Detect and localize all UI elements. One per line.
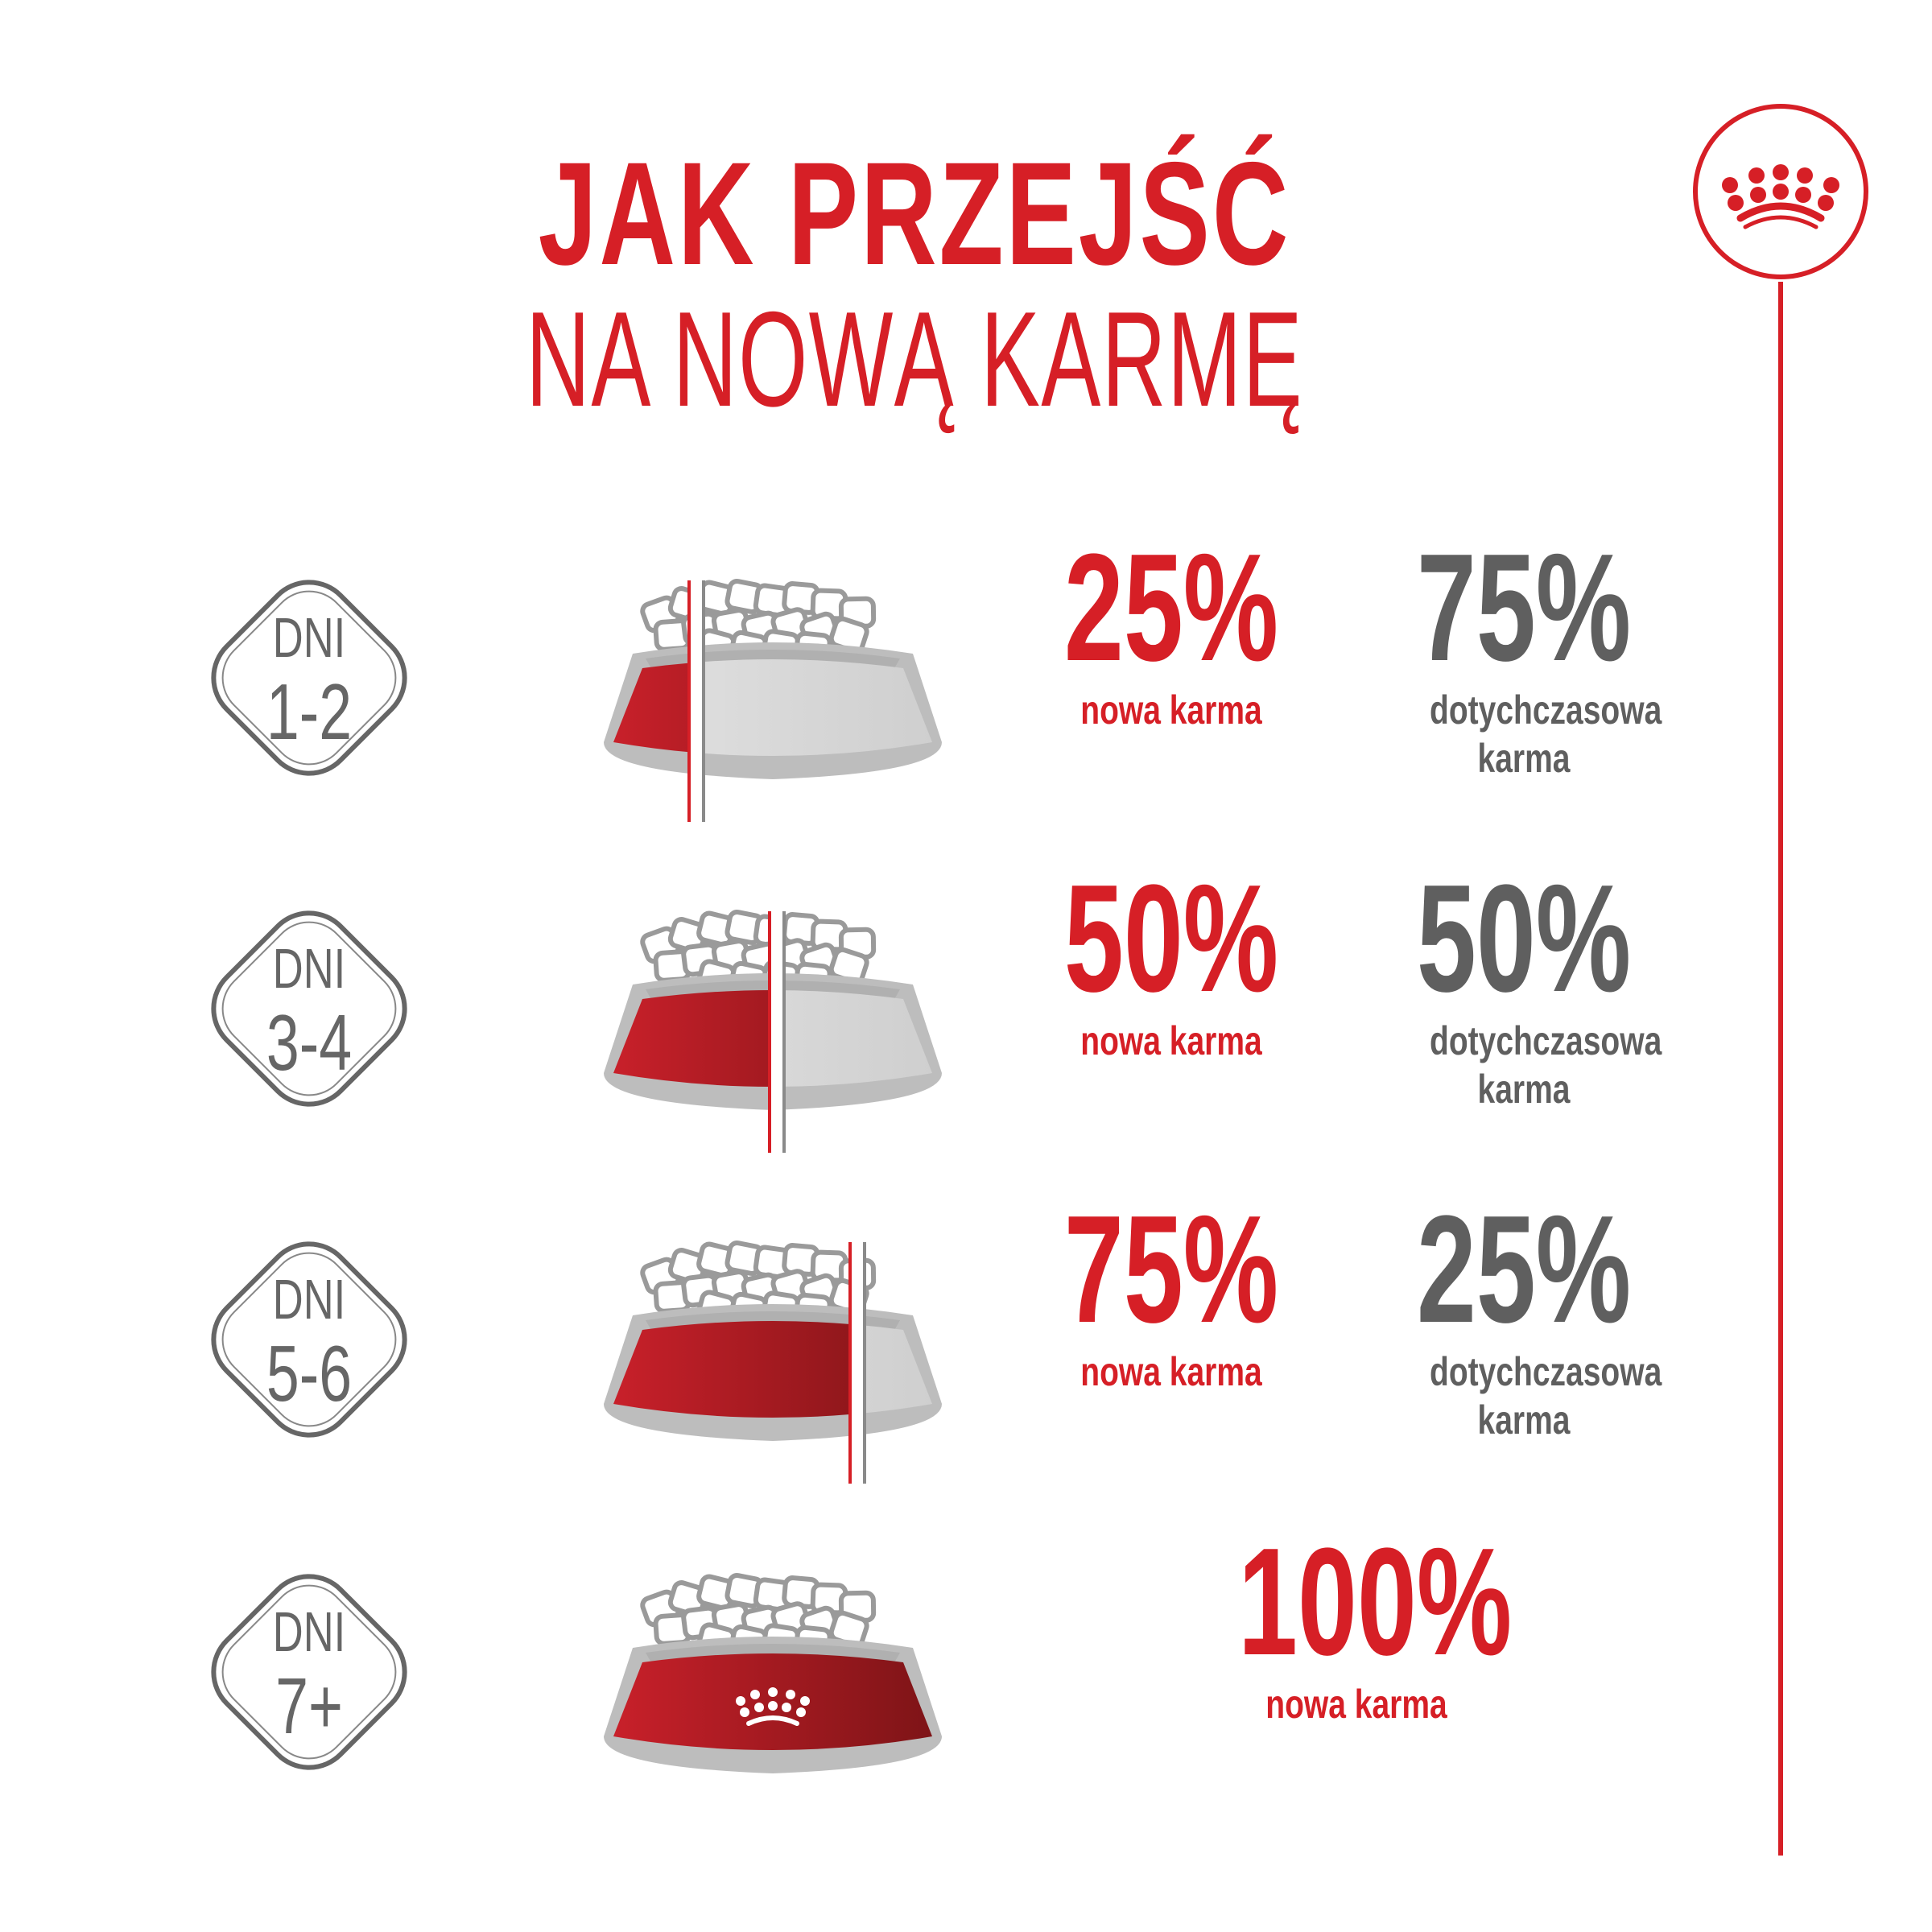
old-food-label: dotychczasowa karma [1430, 687, 1662, 781]
divider-gap [852, 1242, 863, 1484]
badge-days-label: 7+ [275, 1662, 343, 1750]
new-food-percent: 75% [1063, 1184, 1279, 1355]
new-food-label: nowa karma [1080, 1349, 1262, 1394]
badge-dni-label: DNI [272, 937, 346, 1000]
new-food-percent: 25% [1063, 522, 1279, 693]
old-food-percent: 75% [1416, 522, 1632, 693]
food-bowl-icon [604, 1241, 942, 1441]
step-row: DNI 1-2 25% nowa karma 75% dotychczasowa… [0, 515, 1932, 837]
new-food-percent: 100% [1238, 1517, 1513, 1687]
timeline-line [1778, 282, 1783, 1856]
new-food-label: nowa karma [1265, 1682, 1447, 1727]
old-food-label: dotychczasowa karma [1430, 1349, 1662, 1443]
badge-dni-label: DNI [272, 606, 346, 669]
crown-icon [736, 1687, 810, 1726]
step-row: DNI 5-6 75% nowa karma 25% dotychczasowa… [0, 1177, 1932, 1499]
divider-old-line [863, 1242, 866, 1484]
badge-days-label: 1-2 [266, 667, 353, 756]
old-food-percent: 50% [1416, 853, 1632, 1024]
new-food-percent: 50% [1063, 853, 1279, 1024]
badge-dni-label: DNI [272, 1268, 346, 1331]
divider-old-line [782, 911, 786, 1153]
new-food-label: nowa karma [1080, 1018, 1262, 1063]
step-row: DNI 3-4 50% nowa karma 50% dotychczasowa… [0, 846, 1932, 1168]
badge-dni-label: DNI [272, 1600, 346, 1663]
badge-days-label: 5-6 [266, 1329, 353, 1418]
divider-new-line [848, 1242, 852, 1484]
day-badge-icon [211, 910, 407, 1107]
food-bowl-icon [604, 910, 942, 1110]
step-row: DNI 7+ 100% nowa karma [0, 1509, 1932, 1831]
new-food-label: nowa karma [1080, 687, 1262, 733]
divider-gap [691, 580, 702, 822]
old-food-label: dotychczasowa karma [1430, 1018, 1662, 1112]
divider-old-line [702, 580, 705, 822]
title-line-1: JAK PRZEJŚĆ [538, 131, 1291, 295]
divider-new-line [687, 580, 691, 822]
day-badge-icon [211, 1574, 407, 1770]
food-bowl-icon [604, 1573, 942, 1773]
day-badge-icon [211, 580, 407, 776]
food-bowl-icon [604, 579, 942, 779]
title-line-2: NA NOWĄ KARMĘ [526, 283, 1303, 435]
divider-gap [771, 911, 782, 1153]
crown-logo-icon [1693, 104, 1868, 279]
day-badge-icon [211, 1241, 407, 1438]
badge-days-label: 3-4 [266, 998, 353, 1087]
old-food-percent: 25% [1416, 1184, 1632, 1355]
divider-new-line [768, 911, 771, 1153]
